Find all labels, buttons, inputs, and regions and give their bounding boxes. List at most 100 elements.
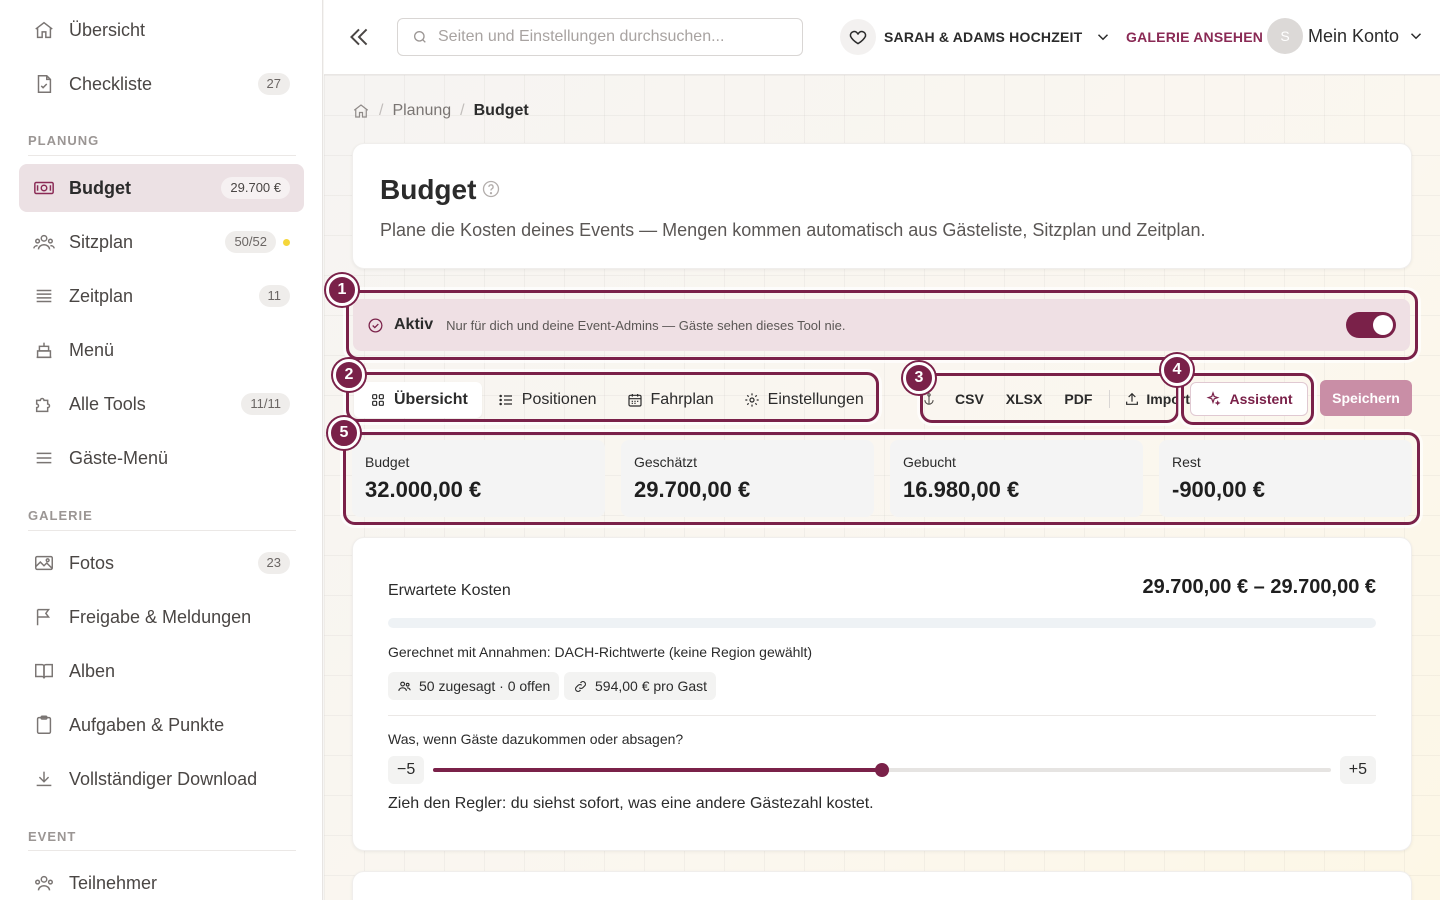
sidebar-item-gaeste-menue[interactable]: Gäste-Menü xyxy=(19,434,304,482)
upload-icon xyxy=(1126,392,1139,405)
divider xyxy=(1109,390,1111,408)
stat-value: -900,00 € xyxy=(1172,477,1265,502)
breadcrumb-separator: / xyxy=(460,102,465,119)
sidebar-item-zeitplan[interactable]: Zeitplan 11 xyxy=(19,272,304,320)
guest-count-slider[interactable] xyxy=(433,763,1331,777)
stat-label: Gebucht xyxy=(903,454,956,470)
main-content: / Planung / Budget Budget Plane die Kost… xyxy=(324,75,1440,900)
tab-label: Übersicht xyxy=(394,391,468,408)
checklist-icon xyxy=(33,73,55,95)
breadcrumb-parent[interactable]: Planung xyxy=(392,102,452,119)
search-input[interactable] xyxy=(438,28,798,46)
sidebar-item-download[interactable]: Vollständiger Download xyxy=(19,755,304,803)
title-card: Budget Plane die Kosten deines Events — … xyxy=(352,143,1412,269)
guests-chip: 50 zugesagt · 0 offen xyxy=(388,672,560,700)
export-pdf-button[interactable]: PDF xyxy=(1064,391,1093,407)
breadcrumb-current: Budget xyxy=(473,102,529,119)
help-icon[interactable] xyxy=(481,179,501,199)
tab-label: Fahrplan xyxy=(650,391,714,408)
stat-gebucht: Gebucht 16.980,00 € xyxy=(890,440,1143,517)
toggle-knob xyxy=(1373,315,1393,335)
tab-fahrplan[interactable]: Fahrplan xyxy=(611,382,728,418)
sidebar-item-label: Budget xyxy=(69,177,131,198)
collapse-sidebar-button[interactable] xyxy=(346,24,372,50)
sidebar-item-label: Sitzplan xyxy=(69,231,134,252)
export-xlsx-button[interactable]: XLSX xyxy=(1005,391,1043,407)
event-selector[interactable]: SARAH & ADAMS HOCHZEIT xyxy=(840,18,1112,56)
active-toggle[interactable] xyxy=(1346,312,1396,338)
sidebar-item-alben[interactable]: Alben xyxy=(19,647,304,695)
sidebar-item-label: Checkliste xyxy=(69,73,153,94)
guests-chip-label: 50 zugesagt · 0 offen xyxy=(419,678,551,694)
sidebar-item-freigabe[interactable]: Freigabe & Meldungen xyxy=(19,593,304,641)
sidebar-item-budget[interactable]: Budget 29.700 € xyxy=(19,164,304,212)
section-label-event: EVENT xyxy=(28,829,77,844)
check-circle-icon xyxy=(368,317,383,333)
section-label-planung: PLANUNG xyxy=(28,133,100,148)
expected-costs-bar xyxy=(388,618,1376,628)
sidebar-item-label: Übersicht xyxy=(69,19,146,40)
sidebar-item-sitzplan[interactable]: Sitzplan 50/52 xyxy=(19,218,304,266)
count-badge: 11 xyxy=(258,285,290,307)
assistant-label: Assistent xyxy=(1229,391,1293,407)
sparkle-icon xyxy=(1206,391,1222,406)
save-button[interactable]: Speichern xyxy=(1320,380,1412,416)
sidebar-item-fotos[interactable]: Fotos 23 xyxy=(19,539,304,587)
divider xyxy=(388,715,1376,716)
account-menu[interactable]: S Mein Konto xyxy=(1267,18,1425,54)
next-card xyxy=(352,871,1412,900)
topbar: SARAH & ADAMS HOCHZEIT GALERIE ANSEHEN S… xyxy=(324,0,1440,75)
sidebar-item-checkliste[interactable]: Checkliste 27 xyxy=(19,60,304,108)
divider xyxy=(28,530,296,531)
stat-label: Budget xyxy=(365,454,410,470)
tab-uebersicht[interactable]: Übersicht xyxy=(354,382,482,418)
count-badge: 27 xyxy=(257,73,290,95)
sidebar: Übersicht Checkliste 27 PLANUNG Budget 2… xyxy=(0,0,323,900)
seating-icon xyxy=(33,231,55,253)
sidebar-item-menue[interactable]: Menü xyxy=(19,326,304,374)
breadcrumb: / Planung / Budget xyxy=(352,102,529,120)
home-icon[interactable] xyxy=(352,102,370,120)
people-icon xyxy=(33,872,55,894)
callout-badge: 1 xyxy=(326,274,358,306)
tab-label: Positionen xyxy=(521,391,597,408)
sidebar-item-label: Alben xyxy=(69,660,116,681)
slider-thumb[interactable] xyxy=(875,763,889,777)
export-toolbar: CSV XLSX PDF Import xyxy=(922,382,1198,416)
stat-value: 32.000,00 € xyxy=(365,477,482,502)
export-csv-button[interactable]: CSV xyxy=(955,391,984,407)
tab-positionen[interactable]: Positionen xyxy=(482,382,611,418)
view-gallery-link[interactable]: GALERIE ANSEHEN xyxy=(1126,29,1264,45)
sidebar-item-aufgaben[interactable]: Aufgaben & Punkte xyxy=(19,701,304,749)
page-title: Budget xyxy=(380,174,477,205)
book-icon xyxy=(33,660,55,682)
tab-einstellungen[interactable]: Einstellungen xyxy=(728,382,878,418)
timeline-icon xyxy=(33,285,55,307)
puzzle-icon xyxy=(33,393,55,415)
anchor-icon xyxy=(924,393,934,405)
count-badge: 50/52 xyxy=(225,231,276,253)
sidebar-item-label: Aufgaben & Punkte xyxy=(69,714,225,735)
sidebar-item-teilnehmer[interactable]: Teilnehmer xyxy=(19,859,304,900)
budget-icon xyxy=(33,177,55,199)
tool-status-bar: Aktiv Nur für dich und deine Event-Admin… xyxy=(353,299,1410,351)
stat-rest: Rest -900,00 € xyxy=(1159,440,1412,517)
sidebar-item-label: Alle Tools xyxy=(69,393,146,414)
sidebar-item-uebersicht[interactable]: Übersicht xyxy=(19,6,304,54)
event-name: SARAH & ADAMS HOCHZEIT xyxy=(884,29,1083,45)
search-box[interactable] xyxy=(397,18,803,56)
callout-badge: 4 xyxy=(1161,354,1193,386)
sidebar-item-alle-tools[interactable]: Alle Tools 11/11 xyxy=(19,380,304,428)
menu-lines-icon xyxy=(33,447,55,469)
stat-geschaetzt: Geschätzt 29.700,00 € xyxy=(621,440,874,517)
sidebar-item-label: Freigabe & Meldungen xyxy=(69,606,252,627)
sidebar-item-label: Zeitplan xyxy=(69,285,134,306)
import-button[interactable]: Import xyxy=(1116,391,1198,407)
chevron-down-icon xyxy=(1098,34,1109,41)
expected-costs-card: Erwartete Kosten 29.700,00 € – 29.700,00… xyxy=(352,537,1412,851)
slider-hint: Zieh den Regler: du siehst sofort, was e… xyxy=(388,795,874,812)
tab-label: Einstellungen xyxy=(767,391,864,408)
divider xyxy=(28,850,296,851)
assistant-button[interactable]: Assistent xyxy=(1190,382,1308,416)
breadcrumb-separator: / xyxy=(379,102,384,119)
